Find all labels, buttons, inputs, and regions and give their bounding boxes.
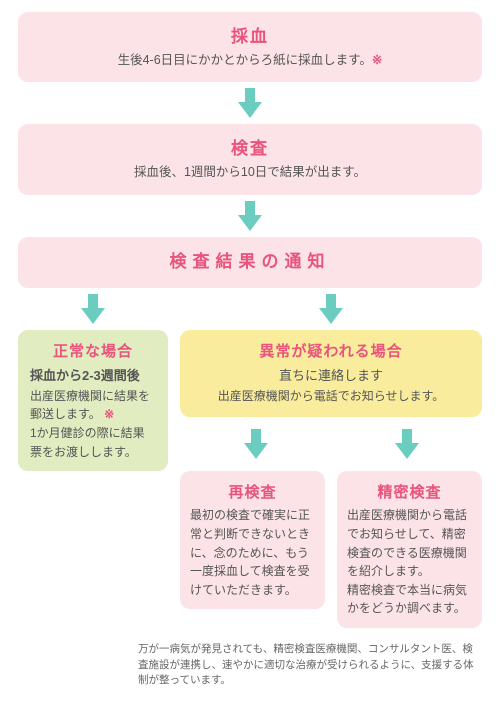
- node-test-desc: 採血後、1週間から10日で結果が出ます。: [32, 163, 468, 182]
- node-detailed: 精密検査 出産医療機関から電話でお知らせして、精密検査のできる医療機関を紹介しま…: [337, 471, 482, 628]
- node-abnormal-title: 異常が疑われる場合: [194, 340, 468, 361]
- node-detailed-title: 精密検査: [347, 481, 472, 502]
- node-abnormal-desc: 出産医療機関から電話でお知らせします。: [194, 387, 468, 406]
- node-normal-desc: 出産医療機関に結果を郵送します。 ※ 1か月健診の際に結果票をお渡しします。: [30, 387, 156, 461]
- node-blood-draw-title: 採血: [32, 22, 468, 47]
- footnote-text: 万が一病気が発見されても、精密検査医療機関、コンサルタント医、検査施設が連携し、…: [18, 642, 482, 689]
- asterisk-icon: ※: [372, 53, 382, 67]
- node-test: 検査 採血後、1週間から10日で結果が出ます。: [18, 124, 482, 194]
- node-notify: 検査結果の通知: [18, 237, 482, 288]
- node-abnormal: 異常が疑われる場合 直ちに連絡します 出産医療機関から電話でお知らせします。: [180, 330, 482, 418]
- node-normal-title: 正常な場合: [30, 340, 156, 361]
- arrow-down-icon: [18, 201, 482, 231]
- arrow-down-icon: [18, 88, 482, 118]
- retest-detailed-row: 再検査 最初の検査で確実に正常と判断できないときに、念のために、もう一度採血して…: [180, 471, 482, 628]
- node-test-title: 検査: [32, 134, 468, 159]
- node-abnormal-sub: 直ちに連絡します: [194, 365, 468, 384]
- arrow-down-icon: [180, 294, 482, 324]
- split-arrows: [180, 423, 482, 465]
- asterisk-icon: ※: [104, 407, 114, 421]
- arrow-down-icon: [18, 294, 168, 324]
- node-retest-title: 再検査: [190, 481, 315, 502]
- split-row: 正常な場合 採血から2-3週間後 出産医療機関に結果を郵送します。 ※ 1か月健…: [18, 288, 482, 628]
- node-retest: 再検査 最初の検査で確実に正常と判断できないときに、念のために、もう一度採血して…: [180, 471, 325, 609]
- arrow-down-icon: [244, 429, 268, 459]
- node-blood-draw: 採血 生後4-6日目にかかとからろ紙に採血します。※: [18, 12, 482, 82]
- node-normal: 正常な場合 採血から2-3週間後 出産医療機関に結果を郵送します。 ※ 1か月健…: [18, 330, 168, 471]
- node-normal-sub: 採血から2-3週間後: [30, 365, 156, 384]
- node-notify-title: 検査結果の通知: [32, 247, 468, 272]
- node-retest-desc: 最初の検査で確実に正常と判断できないときに、念のために、もう一度採血して検査を受…: [190, 506, 315, 599]
- arrow-down-icon: [395, 429, 419, 459]
- node-detailed-desc: 出産医療機関から電話でお知らせして、精密検査のできる医療機関を紹介します。 精密…: [347, 506, 472, 618]
- node-blood-draw-desc: 生後4-6日目にかかとからろ紙に採血します。※: [32, 51, 468, 70]
